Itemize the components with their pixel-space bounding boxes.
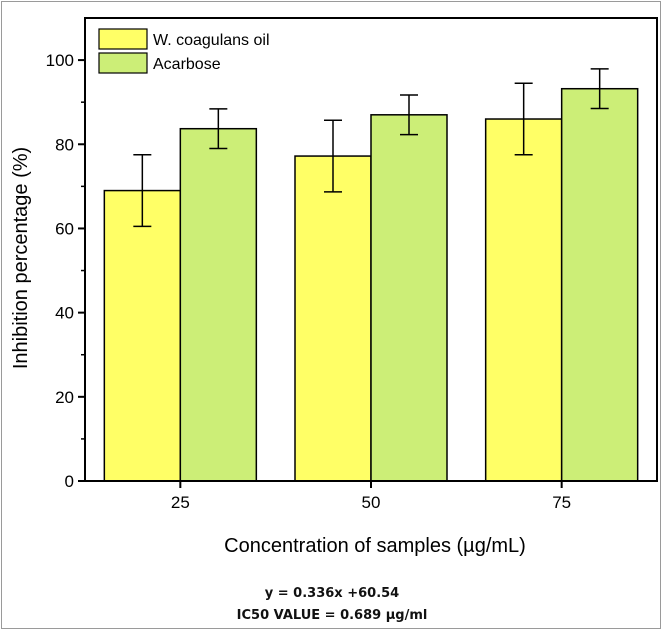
y-axis: 0 20 40 60 80 100 <box>46 51 85 491</box>
bar <box>560 87 639 482</box>
ic50-value: IC50 VALUE = 0.689 µg/ml <box>236 608 428 623</box>
y-tick-label: 20 <box>55 388 74 407</box>
error-bars-layer <box>133 68 609 228</box>
x-tick-label: 25 <box>171 493 190 512</box>
y-tick-label: 0 <box>65 472 74 491</box>
y-tick-label: 40 <box>55 304 74 323</box>
bar <box>370 114 448 482</box>
y-tick-label: 60 <box>55 219 74 238</box>
x-axis-label: Concentration of samples (µg/mL) <box>224 535 526 557</box>
y-tick-label: 100 <box>46 51 74 70</box>
y-tick-label: 80 <box>55 135 74 154</box>
bar <box>294 155 372 482</box>
regression-equation: y = 0.336x +60.54 <box>264 586 400 601</box>
legend-swatch <box>98 52 148 74</box>
y-axis-label: Inhibition percentage (%) <box>10 147 32 369</box>
bar-chart: 0 20 40 60 80 100 25 50 75 Inhibition percentag… <box>10 17 658 557</box>
bar <box>179 127 258 482</box>
bars-layer <box>103 87 639 482</box>
legend: W. coagulans oil Acarbose <box>98 28 270 74</box>
legend-label: Acarbose <box>153 56 221 73</box>
bar <box>103 189 182 482</box>
bar <box>484 118 563 482</box>
x-axis: 25 50 75 <box>171 481 571 512</box>
legend-label: W. coagulans oil <box>153 32 270 49</box>
x-tick-label: 50 <box>362 493 381 512</box>
legend-swatch <box>98 28 148 50</box>
x-tick-label: 75 <box>552 493 571 512</box>
